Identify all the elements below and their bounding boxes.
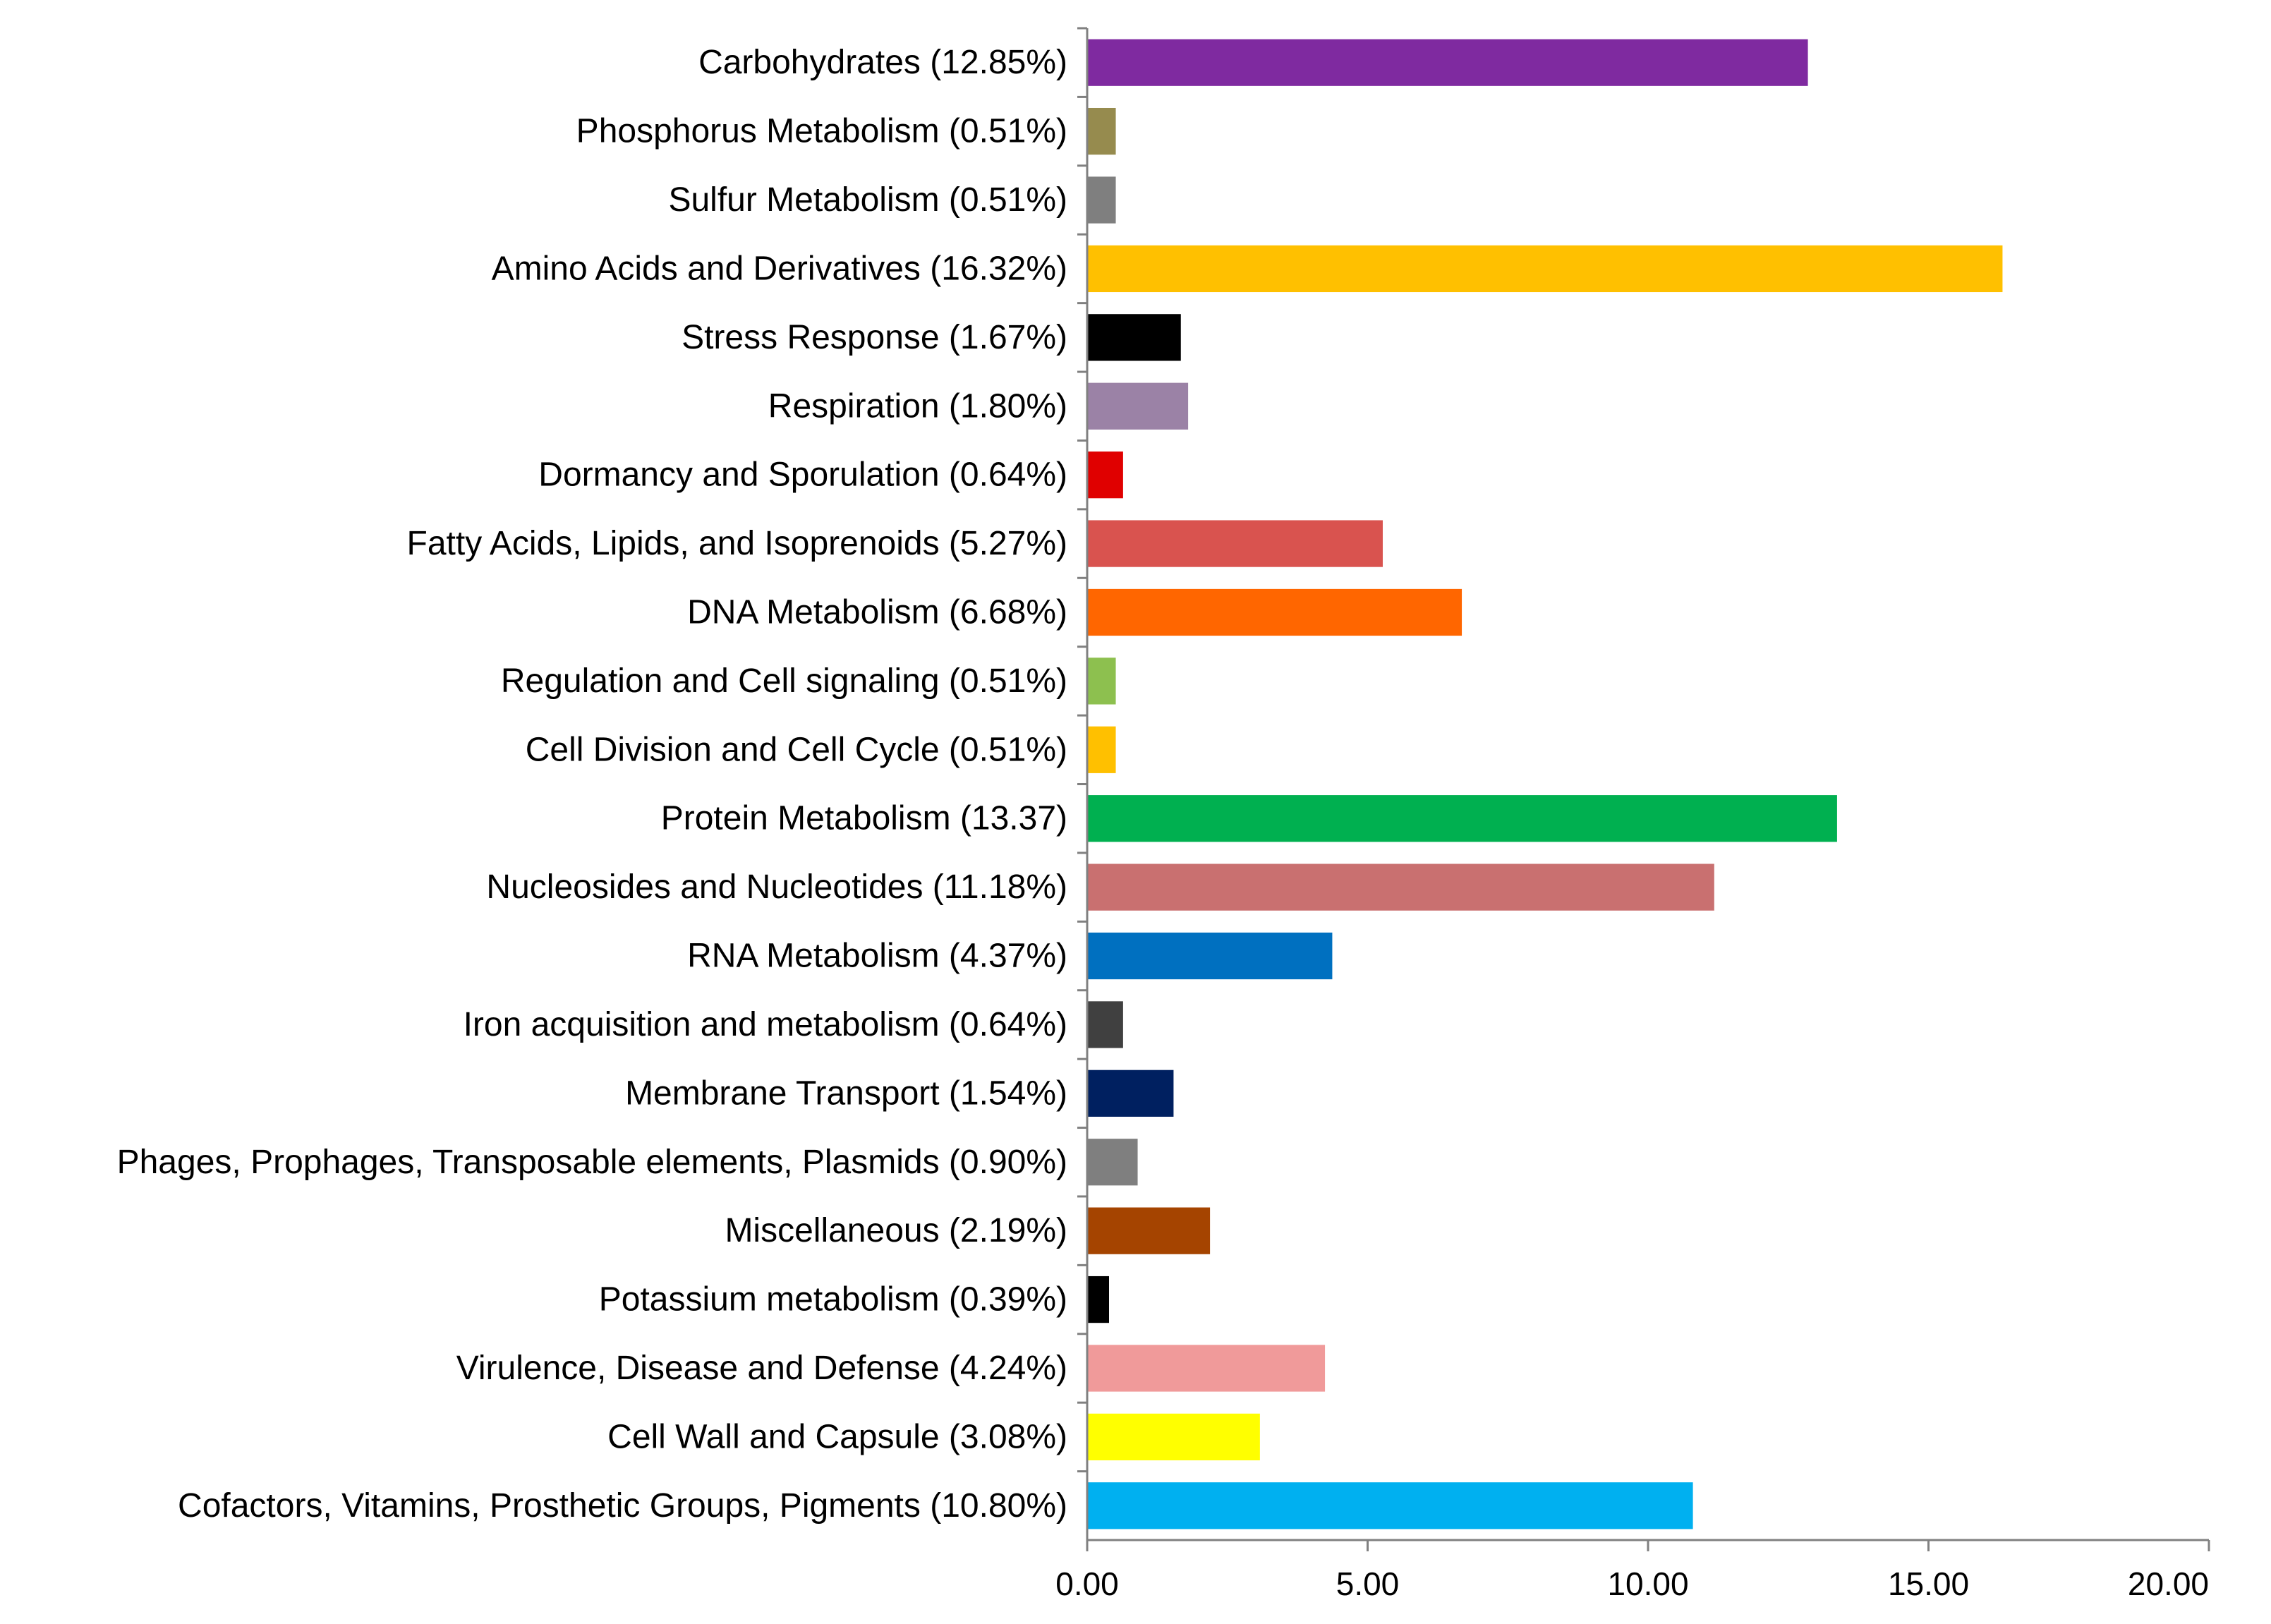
bar-protein-metabolism — [1088, 795, 1837, 842]
category-label: Virulence, Disease and Defense (4.24%) — [456, 1350, 1067, 1387]
category-label: DNA Metabolism (6.68%) — [687, 593, 1067, 631]
bar-cell-division-and-cell-cycle — [1088, 726, 1116, 773]
x-tick-label: 20.00 — [2128, 1565, 2209, 1602]
category-label: Respiration (1.80%) — [768, 387, 1067, 425]
category-label: Miscellaneous (2.19%) — [725, 1212, 1067, 1249]
category-label: Stress Response (1.67%) — [682, 319, 1067, 356]
bar-stress-response — [1088, 314, 1181, 361]
category-label: Dormancy and Sporulation (0.64%) — [538, 456, 1067, 494]
category-label: Iron acquisition and metabolism (0.64%) — [464, 1006, 1067, 1043]
category-label: Phosphorus Metabolism (0.51%) — [576, 113, 1067, 150]
category-label: Carbohydrates (12.85%) — [698, 44, 1067, 81]
x-tick-label: 5.00 — [1336, 1565, 1400, 1602]
bar-regulation-and-cell-signaling — [1088, 658, 1116, 705]
category-label: Sulfur Metabolism (0.51%) — [668, 181, 1067, 219]
x-tick-label: 0.00 — [1055, 1565, 1119, 1602]
bars-group — [1088, 39, 2003, 1529]
bar-respiration — [1088, 382, 1189, 430]
bar-dormancy-and-sporulation — [1088, 452, 1123, 499]
bar-potassium-metabolism — [1088, 1275, 1110, 1323]
category-label: Nucleosides and Nucleotides (11.18%) — [486, 868, 1067, 906]
x-tick-label: 10.00 — [1607, 1565, 1688, 1602]
category-label: Regulation and Cell signaling (0.51%) — [501, 662, 1067, 700]
bar-carbohydrates — [1088, 39, 1808, 86]
bar-phosphorus-metabolism — [1088, 107, 1116, 155]
category-labels: Carbohydrates (12.85%) Phosphorus Metabol… — [117, 44, 1067, 1525]
bar-nucleosides-and-nucleotides — [1088, 863, 1714, 911]
category-label: Potassium metabolism (0.39%) — [599, 1281, 1067, 1319]
category-label: Fatty Acids, Lipids, and Isoprenoids (5.… — [407, 525, 1068, 562]
category-label: Protein Metabolism (13.37) — [661, 800, 1067, 837]
category-label: Cell Division and Cell Cycle (0.51%) — [526, 731, 1067, 768]
bar-cofactors-vitamins-prosthetic-groups-pigments — [1088, 1482, 1693, 1529]
bar-amino-acids-and-derivatives — [1088, 245, 2003, 293]
category-label: Amino Acids and Derivatives (16.32%) — [492, 250, 1067, 287]
category-label: Phages, Prophages, Transposable elements… — [117, 1144, 1067, 1181]
bar-membrane-transport — [1088, 1069, 1174, 1117]
category-label: Cofactors, Vitamins, Prosthetic Groups, … — [178, 1487, 1067, 1525]
bar-virulence-disease-and-defense — [1088, 1345, 1326, 1392]
bar-phages-prophages-transposable-elements-plasmids — [1088, 1139, 1138, 1186]
category-label: Cell Wall and Capsule (3.08%) — [607, 1418, 1067, 1455]
x-tick-label: 15.00 — [1888, 1565, 1969, 1602]
bar-rna-metabolism — [1088, 932, 1333, 980]
bar-sulfur-metabolism — [1088, 176, 1116, 224]
bar-iron-acquisition-and-metabolism — [1088, 1001, 1123, 1048]
bar-cell-wall-and-capsule — [1088, 1413, 1260, 1461]
bar-miscellaneous — [1088, 1207, 1211, 1254]
bar-dna-metabolism — [1088, 588, 1462, 636]
category-label: Membrane Transport (1.54%) — [625, 1074, 1067, 1112]
category-label: RNA Metabolism (4.37%) — [687, 938, 1067, 975]
bar-fatty-acids-lipids-and-isoprenoids — [1088, 520, 1383, 567]
x-axis-ticks: 0.00 5.00 10.00 15.00 20.00 — [1055, 27, 2210, 1602]
